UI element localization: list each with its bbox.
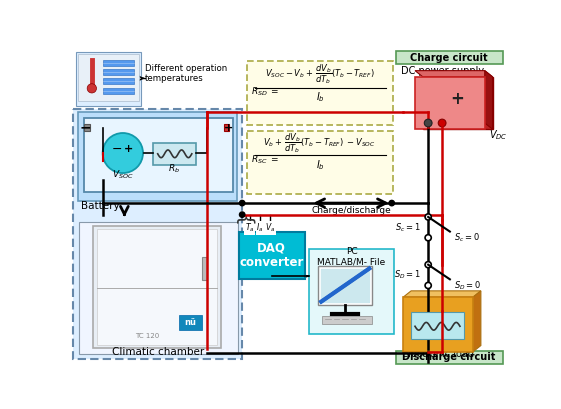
FancyBboxPatch shape [103, 60, 134, 66]
FancyBboxPatch shape [103, 88, 134, 94]
FancyBboxPatch shape [80, 222, 238, 354]
Text: $I_a$: $I_a$ [256, 221, 264, 234]
FancyBboxPatch shape [84, 124, 90, 131]
FancyBboxPatch shape [396, 51, 503, 65]
Text: DC power supply: DC power supply [401, 65, 484, 76]
FancyBboxPatch shape [322, 316, 373, 324]
Text: PC
MATLAB/M- File: PC MATLAB/M- File [318, 247, 385, 267]
FancyBboxPatch shape [73, 109, 242, 359]
Text: Charge circuit: Charge circuit [410, 52, 488, 63]
FancyBboxPatch shape [423, 77, 493, 129]
FancyBboxPatch shape [103, 69, 134, 75]
Circle shape [425, 262, 431, 268]
Text: Discharge circuit: Discharge circuit [402, 352, 496, 362]
Text: $S_D=0$: $S_D=0$ [454, 279, 481, 292]
Text: $S_c=1$: $S_c=1$ [395, 221, 420, 234]
FancyBboxPatch shape [97, 229, 217, 345]
Text: +: + [123, 144, 133, 154]
FancyBboxPatch shape [239, 232, 305, 279]
Circle shape [87, 84, 96, 93]
FancyBboxPatch shape [321, 269, 369, 302]
Text: TC 120: TC 120 [136, 333, 160, 339]
Text: $R_b$: $R_b$ [168, 162, 180, 175]
FancyBboxPatch shape [76, 52, 141, 106]
FancyBboxPatch shape [78, 112, 237, 201]
FancyBboxPatch shape [403, 297, 473, 352]
Text: $S_c=0$: $S_c=0$ [454, 231, 480, 244]
FancyBboxPatch shape [153, 143, 196, 164]
Text: Climatic chamber: Climatic chamber [112, 348, 204, 357]
FancyBboxPatch shape [309, 249, 394, 334]
Circle shape [240, 212, 245, 217]
Text: $I_b$: $I_b$ [316, 158, 325, 172]
Text: nü: nü [184, 318, 196, 327]
Text: $V_{SOC}$: $V_{SOC}$ [112, 169, 134, 181]
Text: $V_b+\,\dfrac{dV_b}{dT_b}(T_b-T_{REF})\;-V_{SOC}$: $V_b+\,\dfrac{dV_b}{dT_b}(T_b-T_{REF})\;… [264, 131, 376, 155]
Polygon shape [321, 269, 369, 302]
Text: $V_{SOC}-V_b+\,\dfrac{dV_b}{dT_b}(T_b-T_{REF})$: $V_{SOC}-V_b+\,\dfrac{dV_b}{dT_b}(T_b-T_… [265, 63, 375, 86]
Text: Battery: Battery [81, 201, 119, 211]
FancyBboxPatch shape [318, 266, 373, 305]
FancyBboxPatch shape [247, 131, 393, 194]
FancyBboxPatch shape [93, 226, 221, 348]
Text: −: − [80, 121, 91, 135]
FancyBboxPatch shape [84, 118, 233, 191]
FancyBboxPatch shape [224, 124, 229, 131]
FancyBboxPatch shape [411, 312, 464, 339]
Text: Charge/discharge: Charge/discharge [311, 206, 392, 215]
Circle shape [425, 235, 431, 241]
FancyBboxPatch shape [396, 351, 503, 364]
Polygon shape [473, 291, 481, 352]
Text: Different operation
temperatures: Different operation temperatures [145, 64, 228, 83]
Polygon shape [485, 71, 493, 129]
Text: }: } [235, 211, 254, 223]
Text: $V_a$: $V_a$ [265, 221, 275, 234]
Text: Electronic load: Electronic load [402, 349, 474, 359]
Circle shape [425, 282, 431, 289]
FancyBboxPatch shape [78, 54, 139, 101]
FancyBboxPatch shape [103, 79, 134, 85]
Text: −: − [112, 143, 122, 156]
FancyBboxPatch shape [247, 61, 393, 124]
Circle shape [438, 119, 446, 127]
Circle shape [424, 119, 432, 127]
Polygon shape [415, 71, 493, 77]
Circle shape [240, 200, 245, 206]
Text: $R_{SC}\;=$: $R_{SC}\;=$ [251, 154, 278, 166]
Text: $S_D=1$: $S_D=1$ [394, 268, 420, 281]
Text: $T_a$: $T_a$ [245, 221, 255, 234]
FancyBboxPatch shape [178, 315, 202, 330]
Text: $I_b$: $I_b$ [316, 91, 325, 104]
FancyBboxPatch shape [202, 257, 208, 280]
FancyBboxPatch shape [415, 77, 485, 129]
Text: +: + [450, 90, 465, 108]
Circle shape [425, 214, 431, 220]
Polygon shape [403, 291, 481, 297]
Circle shape [103, 133, 143, 173]
Text: DAQ
converter: DAQ converter [240, 241, 304, 270]
Text: +: + [224, 123, 233, 133]
Text: $R_{SD}\;=$: $R_{SD}\;=$ [251, 86, 279, 99]
Text: $V_{DC}$: $V_{DC}$ [489, 128, 507, 142]
Circle shape [389, 200, 394, 206]
